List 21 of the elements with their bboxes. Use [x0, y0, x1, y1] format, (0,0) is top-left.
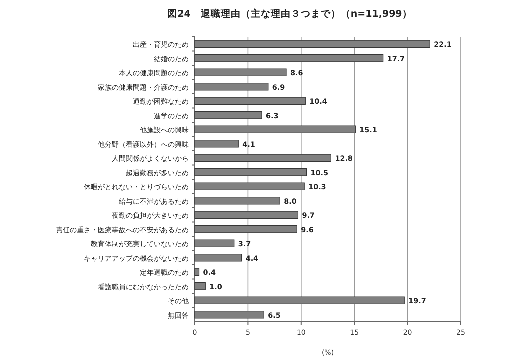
bar [194, 126, 356, 134]
bar [194, 311, 264, 319]
bar [194, 140, 239, 148]
chart-title: 図24 退職理由（主な理由３つまで）（n=11,999） [168, 8, 412, 20]
bar [194, 40, 430, 48]
bar [194, 268, 200, 276]
bar [194, 211, 299, 219]
bar [194, 154, 332, 162]
bar [194, 168, 308, 176]
bar [194, 68, 287, 76]
bar [194, 182, 305, 190]
bar [194, 240, 235, 248]
bar [194, 83, 269, 91]
bar [194, 197, 280, 205]
bar [194, 97, 306, 105]
bar [194, 54, 384, 62]
bar [194, 254, 242, 262]
bar [194, 112, 262, 120]
bar [194, 296, 405, 304]
bar [194, 282, 206, 290]
bar [194, 226, 298, 234]
